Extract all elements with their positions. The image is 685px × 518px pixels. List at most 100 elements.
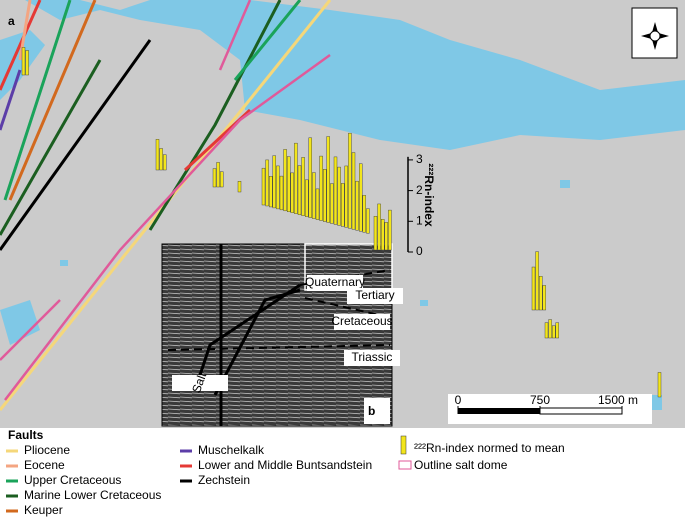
- seismic-label: Salt: [189, 370, 209, 395]
- rn-bar: [287, 156, 291, 213]
- panel-box: [364, 398, 390, 424]
- salt-dome-outline: [0, 299, 61, 361]
- rn-bar: [351, 152, 356, 230]
- rn-bar: [355, 180, 359, 231]
- legend-label: Upper Cretaceous: [24, 473, 121, 487]
- rn-bar: [373, 216, 378, 251]
- scale-label: 750: [530, 393, 550, 407]
- fault-line: [0, 39, 152, 251]
- legend-swatch: [400, 435, 407, 455]
- fault-line: [0, 59, 102, 236]
- legend-label: Lower and Middle Buntsandstein: [198, 458, 372, 472]
- legend-label: ²²²Rn-index normed to mean: [414, 441, 565, 455]
- rn-bar: [359, 163, 363, 232]
- rn-bar: [531, 266, 536, 311]
- legend-label: Eocene: [24, 458, 65, 472]
- rn-bar: [319, 155, 323, 221]
- fault-line: [0, 0, 42, 91]
- rn-bar: [212, 168, 217, 188]
- rn-bar: [315, 188, 320, 220]
- seismic-section: [161, 243, 393, 427]
- rn-bar: [544, 322, 549, 339]
- seismic-label: Quaternary: [305, 275, 365, 289]
- rn-bar: [539, 276, 543, 311]
- tick-label: 2: [416, 183, 423, 197]
- seismic-label: Cretaceous: [331, 314, 392, 328]
- rn-bar: [297, 165, 302, 215]
- rn-bar: [261, 167, 266, 206]
- rn-bar: [388, 209, 392, 251]
- salt-dome-outline: [218, 0, 252, 71]
- rn-bar: [381, 219, 385, 251]
- rn-bar: [308, 137, 312, 218]
- compass: [631, 7, 678, 59]
- rn-bar: [276, 165, 280, 210]
- salt-dome-outline: [4, 53, 331, 401]
- rn-bar: [366, 208, 370, 234]
- legend-title: Faults: [8, 428, 44, 442]
- rn-bar: [283, 149, 287, 212]
- legend-label: Outline salt dome: [414, 458, 508, 472]
- rn-bar: [548, 319, 552, 339]
- tick-label: 3: [416, 152, 423, 166]
- seismic-label: Triassic: [352, 350, 393, 364]
- seismic-label: Tertiary: [355, 288, 394, 302]
- fault-lines: [0, 0, 332, 411]
- rn-bar: [384, 222, 388, 251]
- rn-bar: [219, 171, 224, 188]
- panel-label: a: [8, 14, 15, 28]
- rn-bar: [155, 139, 160, 171]
- legend-label: Pliocene: [24, 443, 70, 457]
- legend-label: Zechstein: [198, 473, 250, 487]
- rn-bar: [341, 183, 345, 227]
- rn-bar: [301, 157, 305, 216]
- fault-line: [0, 69, 22, 131]
- water: [0, 0, 685, 150]
- rn-bar: [326, 136, 330, 223]
- rn-bar: [162, 154, 167, 171]
- rn-bar: [312, 172, 316, 219]
- label-box: [347, 288, 403, 304]
- axis-label: ²²²Rn-index: [422, 163, 436, 227]
- rn-bar: [159, 148, 163, 171]
- rn-bar: [333, 156, 338, 225]
- legend-swatch: [398, 460, 412, 470]
- fault-line: [233, 0, 302, 81]
- legend-label: Marine Lower Cretaceous: [24, 488, 161, 502]
- fault-line: [18, 0, 32, 61]
- rn-bar: [552, 325, 556, 339]
- rn-bar: [279, 175, 284, 211]
- rn-bar: [25, 50, 29, 76]
- tick-label: 1: [416, 213, 423, 227]
- rn-bar: [269, 176, 273, 208]
- legend-label: Keuper: [24, 503, 63, 517]
- label-box: [307, 275, 363, 291]
- rn-bar: [290, 172, 294, 213]
- seismic-inset: [161, 243, 393, 427]
- rn-bar: [535, 251, 539, 311]
- rn-bar: [344, 165, 348, 228]
- scale-white: [539, 407, 623, 415]
- rn-bar: [542, 285, 546, 311]
- rn-bar: [657, 372, 662, 398]
- rn-bar: [348, 132, 352, 229]
- rn-bar: [323, 169, 327, 222]
- rn-bar: [216, 162, 220, 188]
- scale-label: 1500 m: [598, 393, 638, 407]
- legend-label: Muschelkalk: [198, 443, 265, 457]
- rn-bar: [265, 159, 269, 207]
- rn-bar: [337, 166, 341, 226]
- rn-bar: [272, 155, 276, 209]
- rn-bar: [362, 195, 366, 233]
- fault-line: [8, 0, 97, 201]
- label-box: [172, 375, 228, 391]
- label-box: [334, 314, 390, 330]
- rn-bar: [330, 183, 334, 224]
- fault-line: [3, 0, 72, 201]
- scale-label: 0: [455, 393, 462, 407]
- rn-bar: [305, 179, 309, 217]
- rn-bar: [21, 47, 26, 76]
- scale-black: [458, 408, 540, 414]
